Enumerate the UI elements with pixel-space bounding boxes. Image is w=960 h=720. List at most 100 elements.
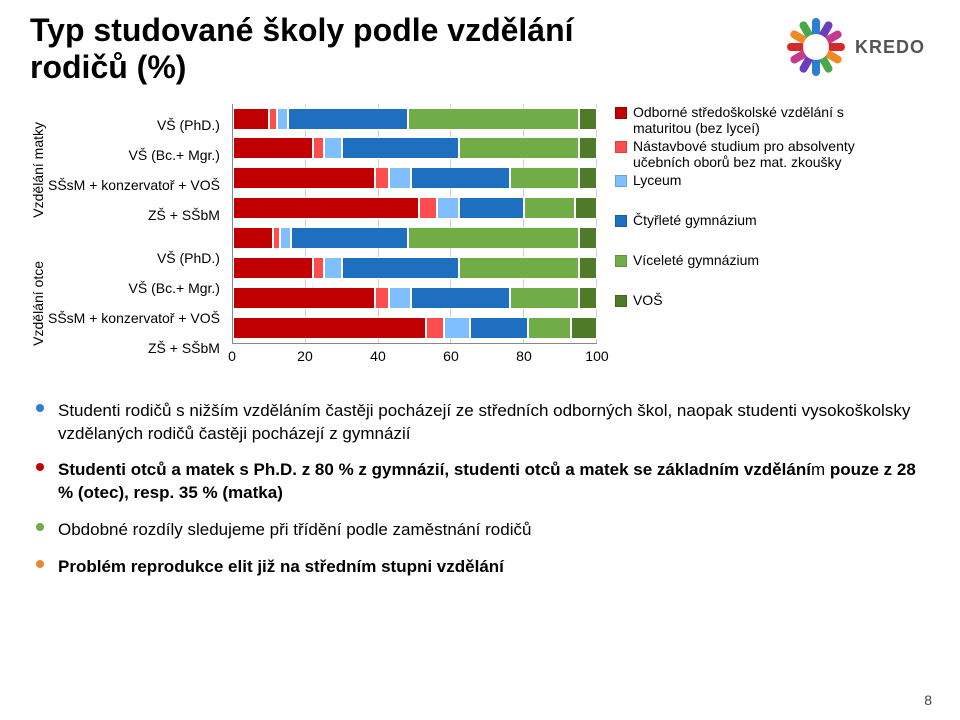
bullet-dot-icon xyxy=(36,404,44,412)
legend-label: Odborné středoškolské vzdělání s maturit… xyxy=(633,104,875,136)
x-axis: 020406080100 xyxy=(232,348,597,370)
chart-bar-row xyxy=(233,167,597,189)
chart-bars xyxy=(233,104,597,343)
y-category-label: SŠsM + konzervatoř + VOŠ xyxy=(48,171,228,200)
chart-bar-segment xyxy=(233,167,375,189)
chart-bar-segment xyxy=(579,167,597,189)
legend-swatch-icon xyxy=(615,255,627,267)
chart-bar-row xyxy=(233,227,597,249)
chart-bar-segment xyxy=(389,287,411,309)
chart-bar-segment xyxy=(579,108,597,130)
legend-item: Čtyřleté gymnázium xyxy=(615,212,875,228)
chart-bar-segment xyxy=(277,108,288,130)
chart-bar-row xyxy=(233,287,597,309)
legend-item: Odborné středoškolské vzdělání s maturit… xyxy=(615,104,875,136)
chart-bar-segment xyxy=(233,108,269,130)
chart-bar-segment xyxy=(342,137,458,159)
chart-bar-segment xyxy=(233,287,375,309)
legend-item: Lyceum xyxy=(615,172,875,188)
logo-ring-icon xyxy=(787,18,845,76)
chart-bar-segment xyxy=(291,227,407,249)
y-group-label: Vzdělání otce xyxy=(30,261,46,346)
bullet-item: Problém reprodukce elit již na středním … xyxy=(30,556,930,579)
legend-label: Čtyřleté gymnázium xyxy=(633,212,757,228)
chart-bar-segment xyxy=(524,197,575,219)
legend-item: Víceleté gymnázium xyxy=(615,252,875,268)
chart-bar-segment xyxy=(437,197,459,219)
y-category-label: SŠsM + konzervatoř + VOŠ xyxy=(48,304,228,333)
chart-bar-segment xyxy=(233,227,273,249)
chart-plot xyxy=(232,104,597,344)
page-number: 8 xyxy=(924,692,932,708)
bullet-dot-icon xyxy=(36,463,44,471)
logo-text: KREDO xyxy=(855,37,925,58)
chart-bar-segment xyxy=(375,167,390,189)
chart-bar-segment xyxy=(444,317,469,339)
legend-swatch-icon xyxy=(615,295,627,307)
chart-bar-segment xyxy=(288,108,408,130)
chart-bar-segment xyxy=(510,167,579,189)
chart-bar-segment xyxy=(510,287,579,309)
chart-bar-segment xyxy=(324,137,342,159)
legend-swatch-icon xyxy=(615,175,627,187)
chart-bar-segment xyxy=(459,257,579,279)
bullet-item: Studenti otců a matek s Ph.D. z 80 % z g… xyxy=(30,459,930,505)
chart-bar-segment xyxy=(459,197,525,219)
chart-bar-segment xyxy=(375,287,390,309)
bullet-item: Studenti rodičů s nižším vzděláním častě… xyxy=(30,400,930,446)
chart-bar-segment xyxy=(408,227,579,249)
legend-label: VOŠ xyxy=(633,292,663,308)
legend-swatch-icon xyxy=(615,141,627,153)
chart-bar-segment xyxy=(233,137,313,159)
chart-bar-segment xyxy=(280,227,291,249)
chart-bar-row xyxy=(233,257,597,279)
y-group-label: Vzdělání matky xyxy=(30,122,46,218)
chart-bar-row xyxy=(233,317,597,339)
y-axis-group-labels: Vzdělání matkyVŠ (PhD.)VŠ (Bc.+ Mgr.)SŠs… xyxy=(30,104,228,370)
legend-label: Nástavbové studium pro absolventy učební… xyxy=(633,138,875,170)
x-tick-label: 40 xyxy=(370,348,386,364)
chart-bar-segment xyxy=(419,197,437,219)
chart-bar-segment xyxy=(273,227,280,249)
bullet-dot-icon xyxy=(36,560,44,568)
x-tick-label: 0 xyxy=(228,348,236,364)
chart-bar-segment xyxy=(411,287,509,309)
chart-bar-segment xyxy=(426,317,444,339)
chart-bar-segment xyxy=(342,257,458,279)
chart-bar-row xyxy=(233,108,597,130)
bullet-item: Obdobné rozdíly sledujeme při třídění po… xyxy=(30,519,930,542)
chart-bar-segment xyxy=(313,137,324,159)
x-tick-label: 60 xyxy=(443,348,459,364)
chart-plot-column: 020406080100 xyxy=(232,104,597,370)
legend-label: Lyceum xyxy=(633,172,682,188)
chart-bar-segment xyxy=(324,257,342,279)
bullet-dot-icon xyxy=(36,523,44,531)
bullet-list: Studenti rodičů s nižším vzděláním častě… xyxy=(30,400,930,580)
y-category-label: VŠ (Bc.+ Mgr.) xyxy=(48,274,228,303)
chart-bar-segment xyxy=(575,197,597,219)
chart-bar-segment xyxy=(389,167,411,189)
chart-bar-segment xyxy=(233,257,313,279)
legend-item: VOŠ xyxy=(615,292,875,308)
chart-bar-segment xyxy=(579,227,597,249)
chart-bar-segment xyxy=(233,317,426,339)
chart-bar-segment xyxy=(313,257,324,279)
chart-bar-row xyxy=(233,197,597,219)
chart-bar-segment xyxy=(470,317,528,339)
legend-swatch-icon xyxy=(615,215,627,227)
slide-title: Typ studované školy podle vzdělání rodič… xyxy=(30,12,670,86)
chart-bar-segment xyxy=(459,137,579,159)
x-tick-label: 100 xyxy=(585,348,608,364)
chart-bar-segment xyxy=(579,137,597,159)
chart-area: Vzdělání matkyVŠ (PhD.)VŠ (Bc.+ Mgr.)SŠs… xyxy=(30,104,930,370)
y-category-label: ZŠ + SŠbM xyxy=(48,201,228,230)
x-tick-label: 80 xyxy=(516,348,532,364)
chart-bar-segment xyxy=(528,317,572,339)
chart-bar-segment xyxy=(269,108,276,130)
kredo-logo: KREDO xyxy=(787,18,925,76)
chart-bar-segment xyxy=(579,257,597,279)
chart-bar-segment xyxy=(233,197,419,219)
chart-bar-segment xyxy=(571,317,596,339)
legend-swatch-icon xyxy=(615,107,627,119)
y-category-label: VŠ (PhD.) xyxy=(48,111,228,140)
